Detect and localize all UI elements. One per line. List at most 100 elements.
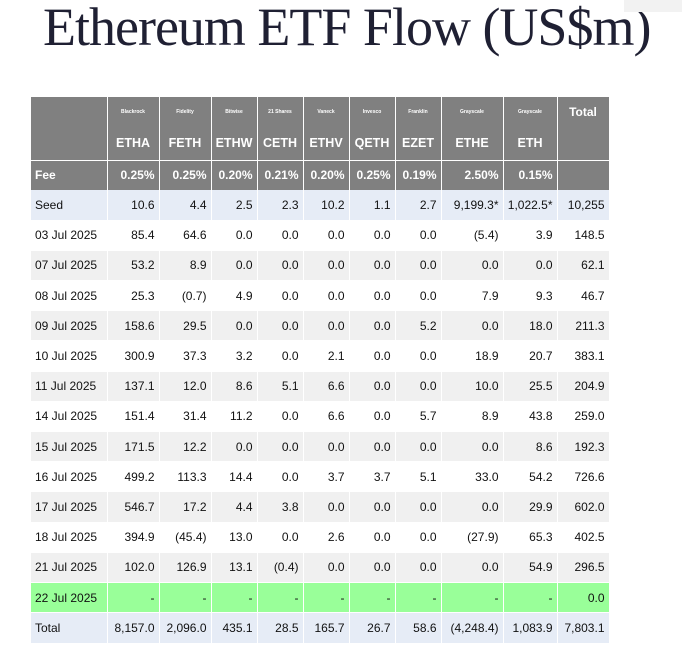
row-total-cell: 192.3 [557,431,610,463]
flow-cell: 6.6 [303,401,350,433]
flow-cell: 0.0 [257,310,304,342]
flow-cell: 0.0 [211,250,258,282]
flow-cell: 8.6 [503,431,558,463]
row-date-label: 17 Jul 2025 [31,491,108,523]
flow-cell: 0.0 [349,401,396,433]
flow-cell: 3.7 [303,461,350,493]
fee-cell: 0.25% [107,160,160,190]
row-total-cell: 259.0 [557,401,610,433]
flow-cell: 137.1 [107,371,160,402]
flow-cell: 64.6 [159,220,212,251]
flow-cell: 54.2 [503,461,558,493]
total-cell: 2,096.0 [159,612,212,643]
flow-cell: 33.0 [441,461,504,493]
flow-cell: 171.5 [107,431,160,463]
row-date-label: 09 Jul 2025 [31,310,108,342]
table-row: 08 Jul 2025 25.3 (0.7) 4.9 0.0 0.0 0.0 0.0 7.9 9.… [31,280,610,312]
flow-cell: 0.0 [395,371,442,402]
total-cell: 435.1 [211,612,258,643]
flow-cell: 0.0 [349,250,396,282]
flow-cell: 546.7 [107,491,160,523]
table-row: 18 Jul 2025 394.9 (45.4) 13.0 0.0 2.6 0.0 0.0 (2… [31,522,610,553]
row-total-cell: 383.1 [557,340,610,372]
fee-cell: 0.25% [159,160,212,190]
flow-cell: (5.4) [441,220,504,251]
flow-cell: 0.0 [395,250,442,282]
table-row: 22 Jul 2025- - - - - - - - -0.0 [31,582,610,614]
flow-cell: - [303,582,350,614]
flow-cell: 300.9 [107,340,160,372]
flow-cell: 37.3 [159,340,212,372]
issuer-header: Blackrock [107,97,160,127]
row-date-label: 18 Jul 2025 [31,522,108,553]
table-row: 07 Jul 2025 53.2 8.9 0.0 0.0 0.0 0.0 0.0 0.0 0.0 6… [31,250,610,282]
flow-cell: 53.2 [107,250,160,282]
flow-cell: 8.9 [159,250,212,282]
flow-cell: 12.0 [159,371,212,402]
flow-cell: 3.7 [349,461,396,493]
flow-cell: (0.4) [257,552,304,583]
flow-cell: 0.0 [395,522,442,553]
total-cell: 165.7 [303,612,350,643]
flow-cell: 151.4 [107,401,160,433]
row-total-cell: 602.0 [557,491,610,523]
total-cell: 8,157.0 [107,612,160,643]
corner-decoration [624,0,682,12]
fee-cell: 0.19% [395,160,442,190]
row-total-cell: 0.0 [557,582,610,614]
flow-cell: 0.0 [395,280,442,312]
flow-cell: 5.1 [257,371,304,402]
flow-cell: 2.6 [303,522,350,553]
flow-cell: 0.0 [441,431,504,463]
flow-cell: 102.0 [107,552,160,583]
flow-cell: 20.7 [503,340,558,372]
flow-cell: - [159,582,212,614]
fee-cell: 0.15% [503,160,558,190]
grand-total-cell: 7,803.1 [557,612,610,643]
etf-flow-table: Blackrock Fidelity Bitwise 21 Shares Van… [31,97,610,643]
row-date-label: 15 Jul 2025 [31,431,108,463]
fee-cell: 0.20% [303,160,350,190]
table-row: 14 Jul 2025 151.4 31.4 11.2 0.0 6.6 0.0 5.7 8.9 4… [31,401,610,433]
row-date-label: 22 Jul 2025 [31,582,108,614]
flow-cell: 0.0 [303,220,350,251]
flow-cell: 0.0 [395,552,442,583]
flow-cell: 43.8 [503,401,558,433]
row-date-label: 21 Jul 2025 [31,552,108,583]
flow-cell: 54.9 [503,552,558,583]
flow-cell: 126.9 [159,552,212,583]
flow-cell: 18.0 [503,310,558,342]
flow-cell: 31.4 [159,401,212,433]
fee-cell: 0.21% [257,160,304,190]
table-row: 15 Jul 2025 171.5 12.2 0.0 0.0 0.0 0.0 0.0 0.0 8.… [31,431,610,463]
total-cell: 58.6 [395,612,442,643]
row-total-cell: 296.5 [557,552,610,583]
flow-cell: 0.0 [395,431,442,463]
fee-cell: 0.25% [349,160,396,190]
fee-cell: 0.20% [211,160,258,190]
flow-cell: 0.0 [349,371,396,402]
fee-row: Fee 0.25% 0.25% 0.20% 0.21% 0.20% 0.25% … [31,160,610,190]
flow-cell: 158.6 [107,310,160,342]
flow-cell: (27.9) [441,522,504,553]
fee-total-blank [557,160,610,190]
flow-cell: 0.0 [303,310,350,342]
flow-cell: - [441,582,504,614]
flow-cell: 17.2 [159,491,212,523]
row-total-cell: 726.6 [557,461,610,493]
issuer-header: Grayscale [503,97,558,127]
total-cell: 28.5 [257,612,304,643]
flow-cell: 0.0 [441,491,504,523]
row-total-cell: 10,255 [557,190,610,221]
flow-cell: 0.0 [303,431,350,463]
issuer-header: Vaneck [303,97,350,127]
flow-cell: 18.9 [441,340,504,372]
table-row: 11 Jul 2025 137.1 12.0 8.6 5.1 6.6 0.0 0.0 10.0 2… [31,371,610,402]
flow-cell: 0.0 [441,310,504,342]
row-total-cell: 204.9 [557,371,610,402]
flow-cell: 0.0 [211,310,258,342]
table-row: 17 Jul 2025 546.7 17.2 4.4 3.8 0.0 0.0 0.0 0.0 29… [31,491,610,523]
flow-cell: 0.0 [349,310,396,342]
flow-cell: 0.0 [257,250,304,282]
table-row: 21 Jul 2025 102.0 126.9 13.1 (0.4) 0.0 0.0 0.0 0… [31,552,610,583]
